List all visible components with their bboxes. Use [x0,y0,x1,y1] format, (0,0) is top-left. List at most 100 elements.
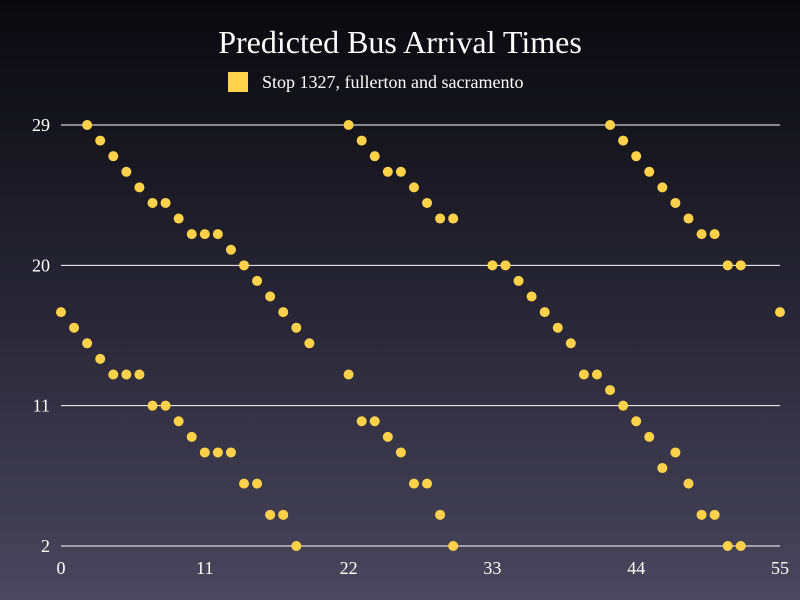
data-point [343,369,354,380]
data-point [605,120,616,130]
data-point [82,120,93,130]
y-tick-label: 11 [33,396,50,416]
data-point [657,182,668,193]
data-point [343,120,354,130]
data-point [565,338,576,349]
x-tick-label: 22 [340,558,358,578]
gridlines [61,124,780,547]
x-axis-ticks: 0 11 22 33 44 55 [57,558,790,578]
data-point [225,447,236,458]
data-point [709,509,720,520]
y-axis-ticks: 2 11 20 29 [32,115,50,556]
data-point [147,400,158,411]
data-point [121,369,132,380]
data-point [382,166,393,177]
x-tick-label: 44 [627,558,645,578]
data-point [618,400,629,411]
data-point [539,307,550,318]
data-point [422,478,433,489]
data-point [644,166,655,177]
data-point [487,260,498,271]
data-point [121,166,132,177]
data-point [212,447,223,458]
legend: Stop 1327, fullerton and sacramento [228,72,523,92]
data-point [513,275,524,286]
x-tick-label: 0 [57,558,66,578]
data-point [683,478,694,489]
data-point [448,541,459,551]
data-point [304,338,315,349]
data-point [670,197,681,208]
x-tick-label: 11 [196,558,213,578]
data-point [670,447,681,458]
data-point [631,151,642,162]
data-point [552,322,563,333]
data-point [95,135,106,146]
chart-title: Predicted Bus Arrival Times [218,24,582,60]
data-point [278,509,289,520]
data-point [435,509,446,520]
data-point [644,431,655,442]
data-point [239,478,250,489]
data-point [291,322,302,333]
legend-label: Stop 1327, fullerton and sacramento [262,72,523,92]
data-point [618,135,629,146]
data-point [631,416,642,427]
data-point [147,197,158,208]
data-point [95,353,106,364]
data-point [735,541,746,551]
data-point [252,478,263,489]
data-point [278,307,289,318]
data-point [722,541,733,551]
data-point [578,369,589,380]
data-point [369,151,380,162]
data-point [199,229,210,240]
y-tick-label: 20 [32,255,50,275]
data-point [356,135,367,146]
data-point [657,463,668,474]
data-point [134,182,145,193]
data-point [722,260,733,271]
data-point [696,509,707,520]
data-point [186,431,197,442]
data-point [696,229,707,240]
data-point [265,291,276,302]
data-point [382,431,393,442]
data-point [108,369,119,380]
data-point [225,244,236,255]
data-point [448,213,459,224]
data-point [173,213,184,224]
legend-swatch [228,72,248,92]
data-point [422,197,433,208]
data-point [56,307,66,318]
data-point [199,447,210,458]
x-tick-label: 33 [483,558,501,578]
data-point [408,478,419,489]
data-point [356,416,367,427]
data-point [395,166,406,177]
data-point [435,213,446,224]
data-point [683,213,694,224]
data-point [735,260,746,271]
data-point [775,307,785,318]
y-tick-label: 2 [41,536,50,556]
x-tick-label: 55 [771,558,789,578]
data-point [369,416,380,427]
data-point [239,260,250,271]
data-point [291,541,302,551]
data-point [605,385,616,396]
data-point [173,416,184,427]
data-point [69,322,80,333]
data-point [186,229,197,240]
data-point [591,369,602,380]
data-point [252,275,263,286]
data-point [82,338,93,349]
data-point [160,197,171,208]
data-point [265,509,276,520]
data-point [408,182,419,193]
data-point [500,260,511,271]
data-point [160,400,171,411]
data-point [709,229,720,240]
data-point [526,291,537,302]
